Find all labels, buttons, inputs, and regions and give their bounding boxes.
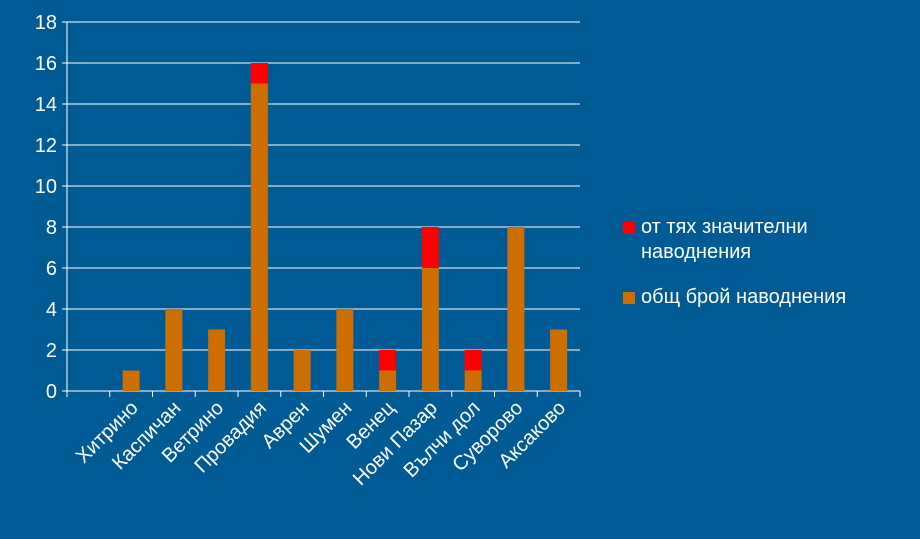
bar-total [550, 329, 568, 391]
y-tick-label: 2 [46, 340, 57, 362]
legend-swatch-significant [623, 222, 635, 234]
bar-total [293, 350, 311, 391]
y-tick-label: 16 [35, 53, 57, 75]
legend-swatch-total [623, 292, 635, 304]
bar-total [250, 83, 268, 391]
bar-total [464, 370, 482, 391]
bar-total [165, 309, 183, 391]
bar-significant [421, 227, 439, 268]
y-tick-label: 6 [46, 258, 57, 280]
y-tick-label: 4 [46, 299, 57, 321]
y-tick-label: 12 [35, 135, 57, 157]
y-tick-label: 10 [35, 176, 57, 198]
bar-total [208, 329, 226, 391]
legend-item-significant-floods: от тях значителни наводнения [623, 215, 920, 265]
bar-total [507, 227, 525, 391]
legend-label-significant: от тях значителни наводнения [641, 216, 808, 263]
bar-significant [379, 350, 397, 371]
bar-total [421, 268, 439, 391]
y-tick-label: 14 [35, 94, 57, 116]
bar-total [336, 309, 354, 391]
y-tick-label: 0 [46, 381, 57, 403]
bar-total [379, 370, 397, 391]
legend-label-total: общ брой наводнения [641, 286, 847, 308]
y-tick-label: 8 [46, 217, 57, 239]
y-tick-label: 18 [35, 12, 57, 34]
legend-item-total-floods: общ брой наводнения [623, 285, 920, 310]
bar-significant [250, 63, 268, 84]
bar-total [122, 370, 140, 391]
bar-significant [464, 350, 482, 371]
legend: от тях значителни наводнения общ брой на… [623, 215, 920, 330]
